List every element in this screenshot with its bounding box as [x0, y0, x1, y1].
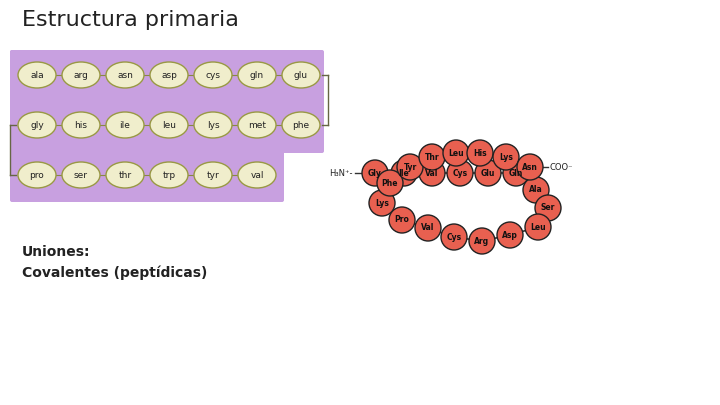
Text: trp: trp	[163, 171, 176, 179]
Circle shape	[447, 160, 473, 186]
Text: Asn: Asn	[522, 162, 538, 171]
Text: Phe: Phe	[382, 179, 398, 188]
Text: Cys: Cys	[452, 168, 467, 177]
Circle shape	[443, 140, 469, 166]
Circle shape	[415, 215, 441, 241]
Circle shape	[525, 214, 551, 240]
Ellipse shape	[18, 112, 56, 138]
Text: leu: leu	[162, 121, 176, 130]
Ellipse shape	[62, 62, 100, 88]
Text: Gln: Gln	[509, 168, 523, 177]
Text: Arg: Arg	[474, 237, 490, 245]
Text: met: met	[248, 121, 266, 130]
Text: ile: ile	[120, 121, 130, 130]
Circle shape	[397, 154, 423, 180]
Ellipse shape	[194, 112, 232, 138]
Circle shape	[469, 228, 495, 254]
Text: Thr: Thr	[425, 153, 439, 162]
Text: H₃N⁺-: H₃N⁺-	[330, 168, 353, 177]
Text: gly: gly	[30, 121, 44, 130]
Ellipse shape	[150, 162, 188, 188]
Text: lys: lys	[207, 121, 220, 130]
FancyBboxPatch shape	[10, 50, 324, 153]
Ellipse shape	[62, 162, 100, 188]
Text: his: his	[74, 121, 88, 130]
Ellipse shape	[62, 112, 100, 138]
Ellipse shape	[18, 62, 56, 88]
Text: Asp: Asp	[502, 230, 518, 239]
Text: Glu: Glu	[481, 168, 495, 177]
Text: Ile: Ile	[399, 168, 410, 177]
Text: Uniones:
Covalentes (peptídicas): Uniones: Covalentes (peptídicas)	[22, 245, 207, 280]
Text: Val: Val	[421, 224, 435, 232]
Text: Lys: Lys	[375, 198, 389, 207]
Ellipse shape	[238, 162, 276, 188]
Text: Pro: Pro	[395, 215, 410, 224]
Circle shape	[391, 160, 417, 186]
Ellipse shape	[150, 62, 188, 88]
Ellipse shape	[106, 62, 144, 88]
Circle shape	[535, 195, 561, 221]
Text: His: His	[473, 149, 487, 158]
Text: COO⁻: COO⁻	[550, 162, 574, 171]
Text: Gly: Gly	[368, 168, 382, 177]
Text: asn: asn	[117, 70, 133, 79]
Circle shape	[441, 224, 467, 250]
Ellipse shape	[194, 162, 232, 188]
Circle shape	[369, 190, 395, 216]
Circle shape	[467, 140, 493, 166]
Text: arg: arg	[73, 70, 89, 79]
Circle shape	[523, 177, 549, 203]
Text: pro: pro	[30, 171, 45, 179]
Text: cys: cys	[205, 70, 220, 79]
Ellipse shape	[194, 62, 232, 88]
Text: Tyr: Tyr	[403, 162, 417, 171]
Text: ala: ala	[30, 70, 44, 79]
Circle shape	[503, 160, 529, 186]
Text: Leu: Leu	[530, 222, 546, 232]
Ellipse shape	[282, 112, 320, 138]
Text: Ser: Ser	[541, 203, 555, 213]
Text: thr: thr	[118, 171, 132, 179]
Ellipse shape	[106, 162, 144, 188]
Circle shape	[493, 144, 519, 170]
Text: Leu: Leu	[448, 149, 464, 158]
Ellipse shape	[238, 112, 276, 138]
Ellipse shape	[238, 62, 276, 88]
Text: val: val	[251, 171, 264, 179]
Text: asp: asp	[161, 70, 177, 79]
Ellipse shape	[282, 62, 320, 88]
Ellipse shape	[106, 112, 144, 138]
Text: phe: phe	[292, 121, 310, 130]
FancyBboxPatch shape	[10, 50, 284, 202]
Circle shape	[377, 170, 403, 196]
Ellipse shape	[18, 162, 56, 188]
Ellipse shape	[150, 112, 188, 138]
Text: gln: gln	[250, 70, 264, 79]
Text: Val: Val	[426, 168, 438, 177]
Circle shape	[419, 144, 445, 170]
Circle shape	[497, 222, 523, 248]
Circle shape	[362, 160, 388, 186]
Circle shape	[517, 154, 543, 180]
Text: Estructura primaria: Estructura primaria	[22, 10, 239, 30]
Circle shape	[419, 160, 445, 186]
Text: ser: ser	[74, 171, 88, 179]
Text: Lys: Lys	[499, 153, 513, 162]
Text: Cys: Cys	[446, 232, 462, 241]
Text: tyr: tyr	[207, 171, 220, 179]
Circle shape	[475, 160, 501, 186]
Text: Ala: Ala	[529, 185, 543, 194]
Text: glu: glu	[294, 70, 308, 79]
Circle shape	[389, 207, 415, 233]
